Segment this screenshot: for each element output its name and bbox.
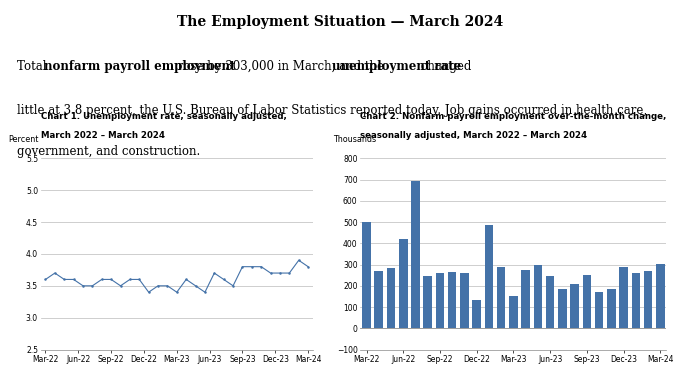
Bar: [644, 271, 652, 328]
Bar: [595, 292, 603, 328]
Text: rose by 303,000 in March, and the: rose by 303,000 in March, and the: [174, 60, 388, 72]
Text: nonfarm payroll employment: nonfarm payroll employment: [44, 60, 235, 72]
Bar: [558, 289, 566, 328]
Bar: [473, 300, 481, 328]
Text: unemployment rate: unemployment rate: [332, 60, 461, 72]
Text: Chart 2. Nonfarm payroll employment over-the-month change,: Chart 2. Nonfarm payroll employment over…: [360, 112, 667, 121]
Bar: [522, 270, 530, 328]
Bar: [619, 267, 628, 328]
Bar: [583, 275, 591, 328]
Bar: [632, 273, 640, 328]
Text: Total: Total: [17, 60, 50, 72]
Bar: [399, 239, 407, 328]
Text: The Employment Situation — March 2024: The Employment Situation — March 2024: [177, 15, 503, 29]
Bar: [607, 289, 615, 328]
Text: Percent: Percent: [8, 135, 39, 144]
Bar: [534, 265, 542, 328]
Bar: [411, 181, 420, 328]
Bar: [460, 273, 469, 328]
Bar: [571, 284, 579, 328]
Text: Chart 1. Unemployment rate, seasonally adjusted,: Chart 1. Unemployment rate, seasonally a…: [41, 112, 287, 121]
Bar: [387, 268, 395, 328]
Text: government, and construction.: government, and construction.: [17, 145, 200, 158]
Bar: [424, 276, 432, 328]
Text: changed: changed: [416, 60, 471, 72]
Text: little at 3.8 percent, the U.S. Bureau of Labor Statistics reported today. Job g: little at 3.8 percent, the U.S. Bureau o…: [17, 104, 647, 117]
Bar: [509, 297, 517, 328]
Bar: [485, 225, 493, 328]
Bar: [497, 267, 505, 328]
Bar: [436, 273, 444, 328]
Text: seasonally adjusted, March 2022 – March 2024: seasonally adjusted, March 2022 – March …: [360, 131, 588, 141]
Text: March 2022 – March 2024: March 2022 – March 2024: [41, 131, 165, 141]
Bar: [448, 272, 456, 328]
Bar: [375, 271, 383, 328]
Bar: [656, 264, 664, 328]
Bar: [546, 276, 554, 328]
Text: Thousands: Thousands: [333, 135, 376, 144]
Bar: [362, 222, 371, 328]
